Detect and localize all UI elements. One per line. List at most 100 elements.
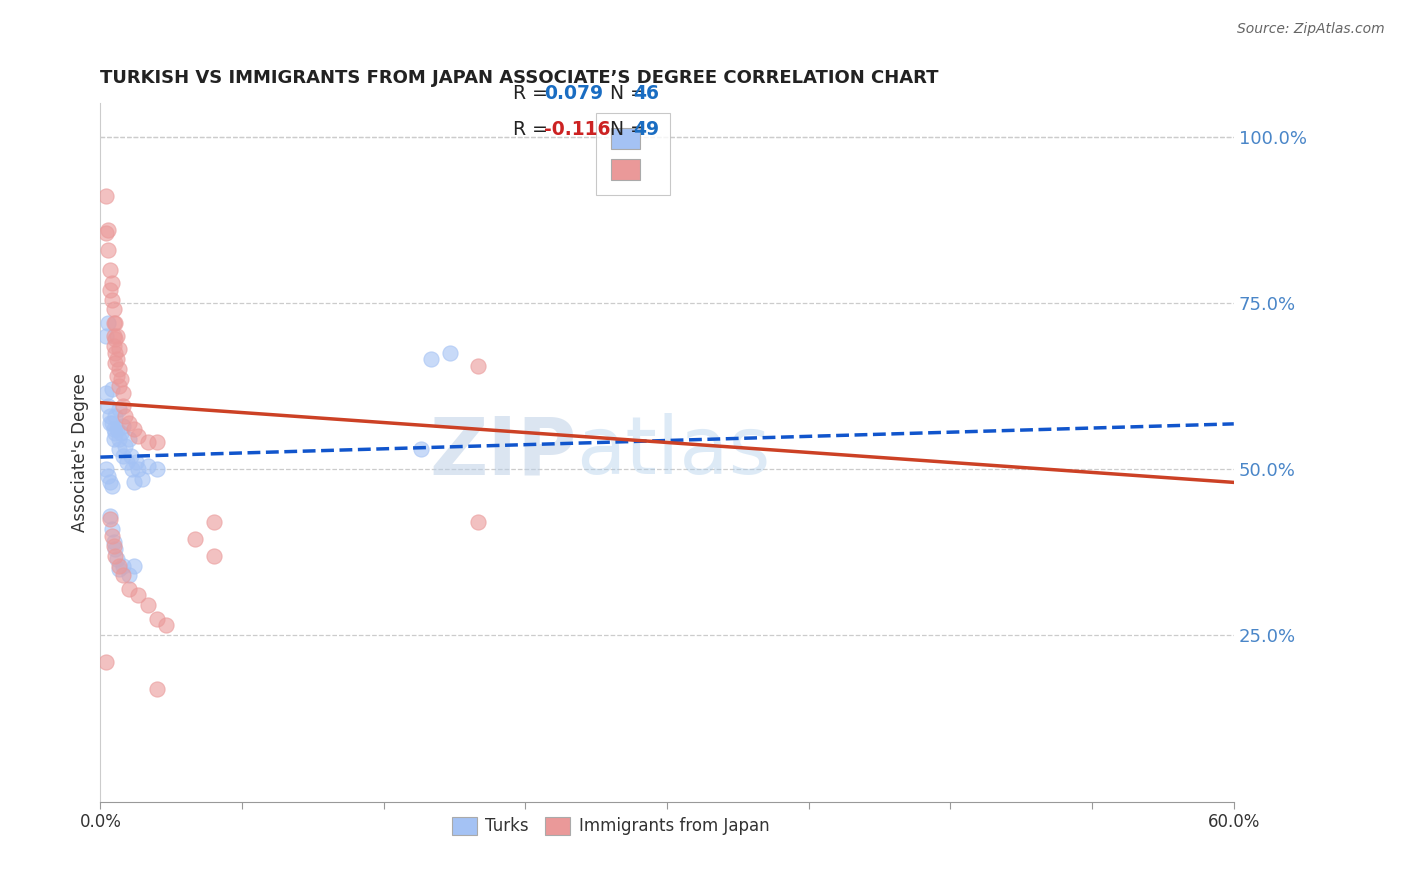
Point (97, 399, 120, 413)
Point (103, 302, 125, 317)
Point (111, 568, 134, 582)
Point (94, 226, 117, 240)
Point (111, 558, 134, 573)
Point (97, 223, 120, 237)
Text: R =: R = (513, 120, 554, 139)
Point (108, 562, 131, 576)
Point (94, 462, 117, 476)
Point (94, 385, 117, 400)
Point (111, 385, 134, 400)
Point (111, 449, 134, 463)
Point (124, 558, 146, 573)
Point (108, 379, 131, 393)
Text: TURKISH VS IMMIGRANTS FROM JAPAN ASSOCIATE’S DEGREE CORRELATION CHART: TURKISH VS IMMIGRANTS FROM JAPAN ASSOCIA… (100, 69, 939, 87)
Point (105, 329, 128, 343)
Point (127, 429, 149, 443)
Text: Source: ZipAtlas.com: Source: ZipAtlas.com (1237, 22, 1385, 37)
Text: 49: 49 (633, 120, 659, 139)
Point (105, 369, 128, 384)
Point (146, 681, 169, 696)
Point (110, 425, 132, 440)
Point (103, 539, 125, 553)
Point (121, 462, 143, 476)
Y-axis label: Associate's Degree: Associate's Degree (72, 373, 89, 532)
Point (104, 409, 127, 423)
Text: atlas: atlas (576, 414, 770, 491)
Point (98, 508, 121, 523)
Point (97, 468, 120, 483)
Point (103, 432, 125, 446)
Text: 46: 46 (633, 84, 658, 103)
Point (108, 343, 131, 357)
Point (103, 535, 125, 549)
Point (97, 243, 120, 257)
Point (94, 329, 117, 343)
Point (111, 418, 134, 433)
Point (184, 532, 207, 546)
Text: ZIP: ZIP (429, 414, 576, 491)
Point (104, 345, 127, 359)
Point (118, 568, 141, 582)
Point (467, 359, 489, 373)
Point (146, 612, 169, 626)
Point (105, 422, 128, 436)
Point (127, 462, 149, 476)
Point (100, 382, 122, 396)
Point (104, 425, 127, 440)
Point (120, 449, 142, 463)
Point (104, 549, 127, 563)
Point (103, 339, 125, 353)
Text: R =: R = (513, 84, 554, 103)
Point (100, 479, 122, 493)
Text: N =: N = (598, 84, 651, 103)
Point (104, 541, 127, 556)
Point (131, 472, 153, 486)
Point (118, 416, 141, 430)
Point (100, 293, 122, 307)
Text: -0.116: -0.116 (544, 120, 610, 139)
Point (467, 516, 489, 530)
Point (100, 522, 122, 536)
Point (124, 422, 146, 436)
Point (97, 316, 120, 330)
Point (98, 512, 121, 526)
Point (110, 372, 132, 386)
Point (419, 352, 441, 367)
Point (104, 316, 127, 330)
Point (439, 345, 461, 359)
Point (98, 283, 121, 297)
Point (202, 516, 225, 530)
Point (108, 558, 131, 573)
Point (108, 432, 131, 446)
Point (103, 329, 125, 343)
Point (118, 432, 141, 446)
Point (103, 316, 125, 330)
Point (108, 362, 131, 376)
Point (108, 442, 131, 457)
Point (100, 416, 122, 430)
Point (115, 455, 138, 469)
Point (108, 402, 131, 417)
Point (98, 475, 121, 490)
Point (105, 352, 128, 367)
Point (94, 189, 117, 203)
Point (114, 439, 136, 453)
Text: N =: N = (598, 120, 651, 139)
Point (155, 618, 177, 632)
Point (124, 475, 146, 490)
Point (127, 589, 149, 603)
Point (103, 422, 125, 436)
Point (202, 549, 225, 563)
Point (98, 416, 121, 430)
Text: 0.079: 0.079 (544, 84, 603, 103)
Point (146, 435, 169, 450)
Point (146, 462, 169, 476)
Point (118, 582, 141, 596)
Point (114, 409, 136, 423)
Point (125, 455, 148, 469)
Point (111, 399, 134, 413)
Point (411, 442, 433, 457)
Point (104, 356, 127, 370)
Point (136, 599, 159, 613)
Point (104, 333, 127, 347)
